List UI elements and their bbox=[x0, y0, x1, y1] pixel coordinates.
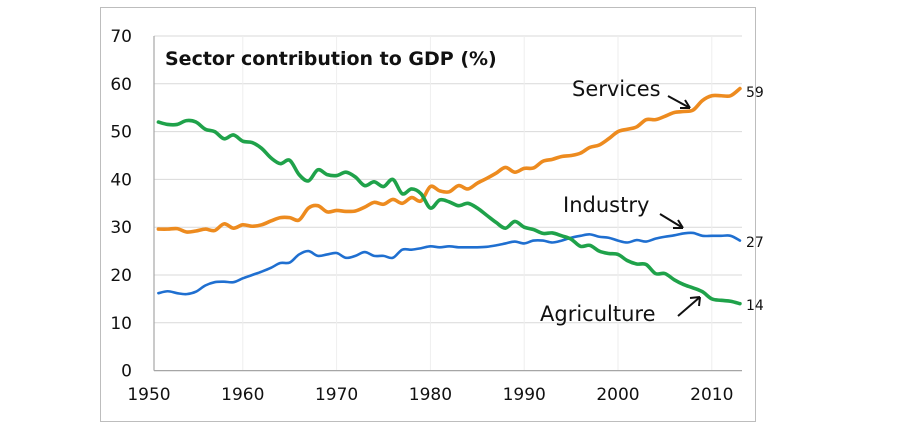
end-label-agriculture: 14 bbox=[746, 298, 764, 314]
series-line-industry bbox=[157, 231, 742, 296]
y-tick-label: 0 bbox=[121, 362, 132, 382]
y-tick-label: 70 bbox=[110, 27, 132, 47]
annotation-arrows bbox=[659, 95, 701, 317]
x-tick-label: 2010 bbox=[690, 385, 733, 405]
arrow-services bbox=[667, 95, 691, 109]
y-tick-label: 20 bbox=[110, 266, 132, 286]
series-label-services: Services bbox=[572, 77, 661, 101]
x-tick-label: 2000 bbox=[596, 385, 639, 405]
end-label-services: 59 bbox=[746, 85, 764, 101]
arrow-industry bbox=[659, 213, 684, 229]
y-tick-label: 50 bbox=[110, 123, 132, 143]
series-line-agriculture bbox=[156, 118, 742, 306]
y-tick-label: 30 bbox=[110, 218, 132, 238]
chart-frame bbox=[100, 7, 756, 422]
x-tick-label: 1990 bbox=[503, 385, 546, 405]
series-lines bbox=[156, 86, 742, 306]
axes: 0 10 20 30 40 50 60 70 1950 1960 1970 1980 1990 2000 2… bbox=[110, 27, 742, 405]
x-tick-label: 1970 bbox=[315, 385, 358, 405]
series-label-industry: Industry bbox=[563, 193, 649, 217]
x-tick-label: 1960 bbox=[221, 385, 264, 405]
y-tick-label: 10 bbox=[110, 314, 132, 334]
y-tick-label: 60 bbox=[110, 75, 132, 95]
x-tick-label: 1950 bbox=[127, 385, 170, 405]
y-tick-label: 40 bbox=[110, 170, 132, 190]
chart-title: Sector contribution to GDP (%) bbox=[165, 48, 497, 70]
x-tick-label: 1980 bbox=[409, 385, 452, 405]
series-line-services bbox=[156, 86, 742, 234]
series-label-agriculture: Agriculture bbox=[540, 302, 656, 326]
arrow-agriculture bbox=[677, 296, 701, 317]
end-label-industry: 27 bbox=[746, 235, 764, 251]
